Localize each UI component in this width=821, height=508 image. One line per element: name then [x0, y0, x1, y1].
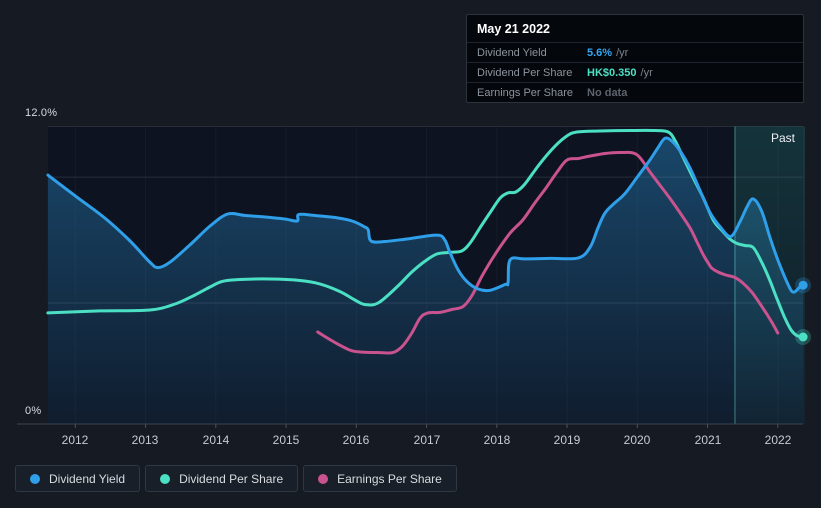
tooltip-unit: /yr	[616, 47, 628, 59]
past-band	[735, 127, 805, 425]
x-tick-label: 2017	[405, 433, 449, 447]
tooltip-label: Dividend Yield	[477, 47, 587, 59]
x-tick-label: 2014	[194, 433, 238, 447]
tooltip-date: May 21 2022	[467, 15, 803, 42]
x-tick-label: 2019	[545, 433, 589, 447]
tooltip-label: Dividend Per Share	[477, 67, 587, 79]
x-tick-label: 2016	[334, 433, 378, 447]
x-tick-label: 2020	[615, 433, 659, 447]
x-tick-label: 2018	[475, 433, 519, 447]
dividend-per-share-dot-icon	[160, 474, 170, 484]
tooltip-row-dividend-yield: Dividend Yield 5.6% /yr	[467, 42, 803, 62]
x-tick-label: 2021	[686, 433, 730, 447]
legend-toggle-dividend-yield[interactable]: Dividend Yield	[15, 465, 140, 492]
legend-label: Dividend Yield	[49, 472, 125, 486]
y-axis-max-label: 12.0%	[25, 107, 57, 119]
chart-legend: Dividend Yield Dividend Per Share Earnin…	[15, 465, 457, 492]
x-tick-label: 2012	[53, 433, 97, 447]
legend-toggle-dividend-per-share[interactable]: Dividend Per Share	[145, 465, 298, 492]
legend-toggle-earnings-per-share[interactable]: Earnings Per Share	[303, 465, 457, 492]
y-axis-zero-label: 0%	[25, 405, 41, 417]
past-band-label: Past	[733, 131, 795, 145]
chart-tooltip: May 21 2022 Dividend Yield 5.6% /yr Divi…	[466, 14, 804, 103]
dividend-yield-end-dot	[799, 281, 808, 290]
tooltip-value: No data	[587, 87, 627, 99]
legend-label: Earnings Per Share	[337, 472, 442, 486]
tooltip-unit: /yr	[641, 67, 653, 79]
dividend-history-chart[interactable]: 12.0% 0% 2012 2013 2014 2015 2016 2017 2…	[0, 0, 821, 460]
tooltip-row-dividend-per-share: Dividend Per Share HK$0.350 /yr	[467, 62, 803, 82]
tooltip-value: HK$0.350	[587, 67, 637, 79]
tooltip-row-earnings-per-share: Earnings Per Share No data	[467, 82, 803, 102]
dividend-per-share-end-dot	[799, 333, 808, 342]
tooltip-label: Earnings Per Share	[477, 87, 587, 99]
legend-label: Dividend Per Share	[179, 472, 283, 486]
x-tick-label: 2022	[756, 433, 800, 447]
earnings-per-share-dot-icon	[318, 474, 328, 484]
x-tick-label: 2015	[264, 433, 308, 447]
x-tick-label: 2013	[123, 433, 167, 447]
dividend-yield-dot-icon	[30, 474, 40, 484]
tooltip-value: 5.6%	[587, 47, 612, 59]
